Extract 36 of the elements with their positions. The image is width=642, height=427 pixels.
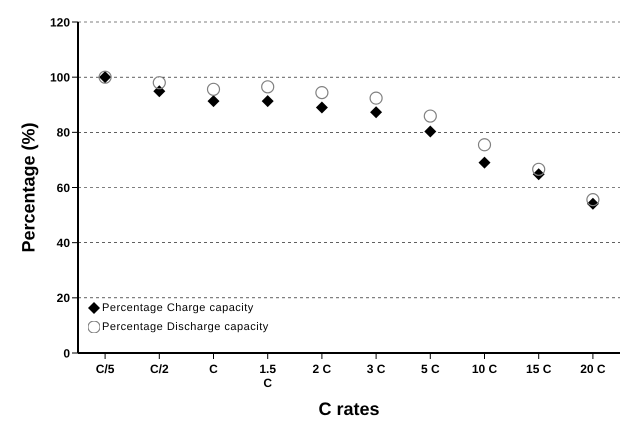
y-tick-label: 20 <box>56 291 70 306</box>
point <box>152 76 166 90</box>
point <box>316 102 328 114</box>
x-tick-label: 10 C <box>472 362 498 376</box>
point <box>206 82 220 96</box>
legend-label: Percentage Discharge capacity <box>102 320 269 332</box>
legend-label: Percentage Charge capacity <box>102 302 254 314</box>
point <box>208 95 220 108</box>
point <box>586 193 600 206</box>
x-tick-label: 1.5 C <box>259 362 276 390</box>
y-tick-label: 100 <box>50 70 70 84</box>
point <box>370 92 383 105</box>
point <box>370 106 382 118</box>
y-tick-label: 80 <box>56 126 70 140</box>
point <box>424 109 437 123</box>
x-axis-title: C rates <box>318 399 380 419</box>
y-tick-label: 0 <box>63 346 70 360</box>
x-tick-label: C <box>209 362 218 376</box>
x-tick-label: 3 C <box>366 362 386 376</box>
x-tick-label: 5 C <box>420 362 440 376</box>
x-tick-label: 15 C <box>526 362 552 376</box>
x-tick-label: 20 C <box>580 362 606 376</box>
y-axis-title: Percentage (%) <box>18 122 38 253</box>
x-tick-label: C/2 <box>150 362 169 376</box>
point <box>478 156 490 169</box>
x-tick-label: C/5 <box>96 362 115 376</box>
y-tick-label: 120 <box>50 15 70 30</box>
point <box>262 95 274 108</box>
x-tick-label: 2 C <box>312 362 332 376</box>
y-tick-label: 60 <box>56 180 70 195</box>
point <box>261 80 274 94</box>
point <box>315 86 328 100</box>
y-tick-label: 40 <box>56 236 70 250</box>
point <box>424 126 436 138</box>
point <box>532 162 546 176</box>
point <box>478 138 492 152</box>
